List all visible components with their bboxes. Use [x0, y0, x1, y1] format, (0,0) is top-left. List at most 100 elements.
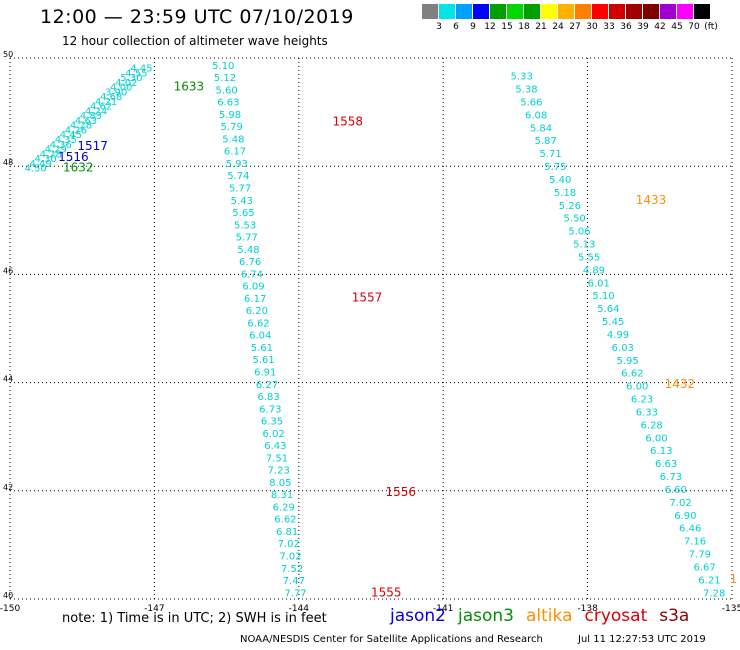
- wave-height-label: 7.02: [669, 498, 691, 509]
- wave-height-label: 7.16: [684, 537, 706, 548]
- scale-label: 15: [501, 22, 513, 32]
- wave-height-label: 5.53: [234, 220, 256, 231]
- wave-height-label: 5.61: [251, 343, 273, 354]
- credit-text: NOAA/NESDIS Center for Satellite Applica…: [240, 634, 543, 645]
- mission-legend: jason2 jason3 altika cryosat s3a: [390, 606, 701, 626]
- legend-jason2: jason2: [390, 606, 446, 626]
- scale-swatch: [422, 4, 439, 19]
- pass-time-label: 1632: [63, 161, 94, 175]
- wave-height-label: 5.74: [227, 171, 249, 182]
- scale-swatch: [660, 4, 677, 19]
- wave-height-label: 4.36: [50, 140, 72, 151]
- wave-height-label: 5.48: [222, 134, 244, 145]
- pass-time-label: 1517: [77, 139, 108, 153]
- wave-height-label: 6.08: [525, 110, 547, 121]
- scale-label: 70: [688, 22, 700, 32]
- wave-height-label: 3.90: [105, 87, 127, 98]
- scale-label: 27: [569, 22, 581, 32]
- legend-cryosat: cryosat: [584, 606, 648, 626]
- wave-height-label: 6.27: [256, 380, 278, 391]
- wave-height-label: 4.21: [95, 97, 117, 108]
- scale-label: 24: [552, 22, 564, 32]
- scale-swatch: [694, 4, 711, 19]
- pass-time-label: 1516: [58, 150, 89, 164]
- wave-height-label: 4.28: [40, 149, 62, 160]
- scale-swatch: [626, 4, 643, 19]
- wave-height-label: 6.29: [273, 502, 295, 513]
- pass-time-label: 1432: [665, 377, 696, 391]
- wave-height-label: 4.00: [110, 83, 132, 94]
- wave-height-label: 5.13: [573, 240, 595, 251]
- wave-height-label: 6.74: [241, 269, 263, 280]
- scale-label: 18: [518, 22, 530, 32]
- wave-height-label: 6.76: [239, 257, 261, 268]
- pass-time-label: 1558: [332, 115, 363, 129]
- note-text: note: 1) Time is in UTC; 2) SWH is in fe…: [62, 611, 327, 626]
- scale-swatch: [524, 4, 541, 19]
- scale-swatch: [592, 4, 609, 19]
- scale-swatch: [473, 4, 490, 19]
- chart-subtitle: 12 hour collection of altimeter wave hei…: [62, 34, 328, 48]
- scale-label: 33: [603, 22, 615, 32]
- y-tick-label: 48: [3, 158, 13, 167]
- wave-height-label: 7.02: [278, 539, 300, 550]
- wave-height-label: 5.18: [554, 188, 576, 199]
- pass-time-label: 1555: [371, 585, 402, 599]
- legend-s3a: s3a: [659, 606, 690, 626]
- wave-height-label: 6.67: [693, 562, 715, 573]
- scale-swatch: [677, 4, 694, 19]
- wave-height-label: 5.60: [216, 85, 238, 96]
- wave-height-label: 6.33: [636, 407, 658, 418]
- x-tick-label: -141: [433, 604, 453, 614]
- scale-swatch: [456, 4, 473, 19]
- scale-swatch: [575, 4, 592, 19]
- wave-height-label: 4.26: [65, 125, 87, 136]
- wave-height-label: 5.77: [229, 183, 251, 194]
- wave-height-label: 7.51: [266, 453, 288, 464]
- wave-height-label: 5.79: [221, 122, 243, 133]
- scale-swatch: [490, 4, 507, 19]
- wave-height-label: 6.17: [224, 147, 246, 158]
- wave-height-label: 6.73: [259, 404, 281, 415]
- wave-height-label: 6.00: [626, 382, 648, 393]
- wave-height-label: 5.61: [252, 355, 274, 366]
- wave-height-label: 8.05: [269, 478, 291, 489]
- scale-swatch: [507, 4, 524, 19]
- legend-jason3: jason3: [458, 606, 514, 626]
- wave-height-label: 6.23: [631, 395, 653, 406]
- scale-swatch: [643, 4, 660, 19]
- scale-label: 42: [654, 22, 666, 32]
- scale-label: 6: [453, 22, 459, 32]
- wave-height-label: 6.63: [217, 98, 239, 109]
- scale-label: 30: [586, 22, 598, 32]
- scale-label: 9: [470, 22, 476, 32]
- wave-height-label: 5.43: [231, 196, 253, 207]
- wave-height-label: 6.46: [679, 524, 701, 535]
- scale-label: 3: [436, 22, 442, 32]
- wave-height-label: 5.48: [237, 245, 259, 256]
- wave-height-label: 5.66: [520, 97, 542, 108]
- pass-time-label: 1556: [385, 485, 416, 499]
- chart-title: 12:00 — 23:59 UTC 07/10/2019: [40, 6, 354, 28]
- wave-height-label: 6.03: [612, 343, 634, 354]
- wave-height-label: 6.63: [655, 459, 677, 470]
- pass-time-label: 1557: [352, 290, 383, 304]
- wave-height-label: 4.50: [24, 164, 46, 175]
- x-tick-label: -138: [577, 604, 598, 614]
- wave-height-label: 4.89: [583, 265, 605, 276]
- wave-height-label: 7.47: [283, 576, 305, 587]
- legend-altika: altika: [526, 606, 573, 626]
- scale-swatch: [541, 4, 558, 19]
- wave-height-label: 4.02: [115, 78, 137, 89]
- wave-height-label: 4.63: [75, 116, 97, 127]
- wave-height-label: 5.12: [214, 73, 236, 84]
- wave-height-label: 6.01: [588, 278, 610, 289]
- wave-height-label: 6.73: [660, 472, 682, 483]
- x-tick-label: -150: [0, 604, 20, 614]
- wave-height-label: 5.95: [616, 356, 638, 367]
- y-tick-label: 44: [3, 375, 13, 384]
- wave-height-label: 4.35: [55, 135, 77, 146]
- scale-label: 21: [535, 22, 547, 32]
- wave-height-label: 5.75: [544, 162, 566, 173]
- wave-height-label: 5.10: [212, 61, 234, 72]
